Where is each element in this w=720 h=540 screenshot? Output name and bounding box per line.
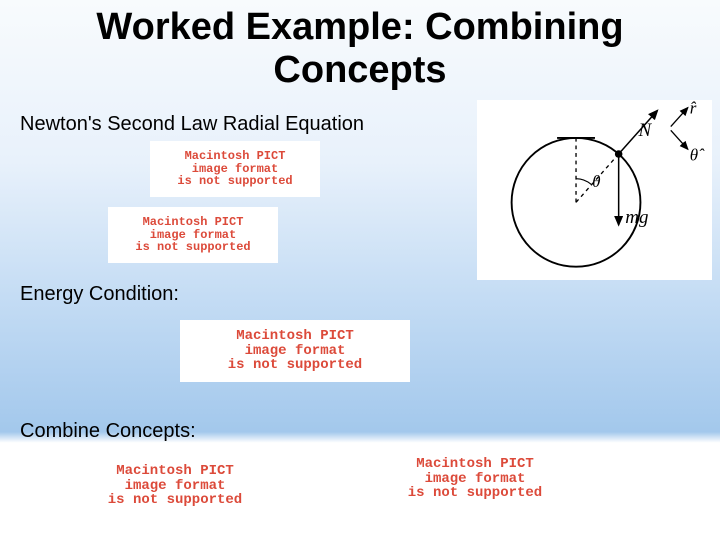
- title-line-2: Concepts: [273, 49, 446, 91]
- pict-placeholder: Macintosh PICT image format is not suppo…: [60, 455, 290, 517]
- pict-line: is not supported: [228, 358, 362, 373]
- slide: Worked Example: Combining Concepts Newto…: [0, 0, 720, 540]
- pict-line: Macintosh PICT: [143, 216, 244, 229]
- gravity-label: mg: [625, 207, 648, 228]
- pict-line: Macintosh PICT: [185, 150, 286, 163]
- physics-diagram: θ N mg r̂ θ̂: [477, 100, 712, 280]
- theta-hat-arrow: [671, 130, 688, 149]
- section-heading-energy: Energy Condition:: [20, 283, 179, 306]
- normal-force-label: N: [638, 120, 653, 141]
- pict-placeholder: Macintosh PICT image format is not suppo…: [150, 141, 320, 197]
- section-heading-combine: Combine Concepts:: [20, 420, 196, 443]
- pict-line: is not supported: [135, 241, 250, 254]
- pict-line: Macintosh PICT: [416, 457, 534, 472]
- pict-line: image format: [425, 472, 526, 487]
- title-line-1: Worked Example: Combining: [96, 6, 623, 48]
- diagram-theta-arc: [576, 179, 591, 185]
- pict-line: Macintosh PICT: [116, 464, 234, 479]
- pict-placeholder: Macintosh PICT image format is not suppo…: [350, 448, 600, 510]
- pict-placeholder: Macintosh PICT image format is not suppo…: [180, 320, 410, 382]
- r-hat-label: r̂: [690, 100, 697, 117]
- pict-line: image format: [125, 479, 226, 494]
- pict-line: is not supported: [108, 493, 242, 508]
- theta-label: θ: [592, 172, 600, 191]
- pict-line: is not supported: [408, 486, 542, 501]
- diagram-circle: [512, 138, 641, 267]
- r-hat-arrow: [671, 108, 688, 127]
- section-heading-newton: Newton's Second Law Radial Equation: [20, 113, 364, 136]
- pict-line: Macintosh PICT: [236, 329, 354, 344]
- pict-line: image format: [245, 344, 346, 359]
- theta-hat-label: θ̂: [690, 146, 705, 165]
- pict-line: is not supported: [177, 175, 292, 188]
- diagram-svg: θ N mg r̂ θ̂: [477, 100, 712, 280]
- slide-title: Worked Example: Combining Concepts: [0, 0, 720, 91]
- pict-placeholder: Macintosh PICT image format is not suppo…: [108, 207, 278, 263]
